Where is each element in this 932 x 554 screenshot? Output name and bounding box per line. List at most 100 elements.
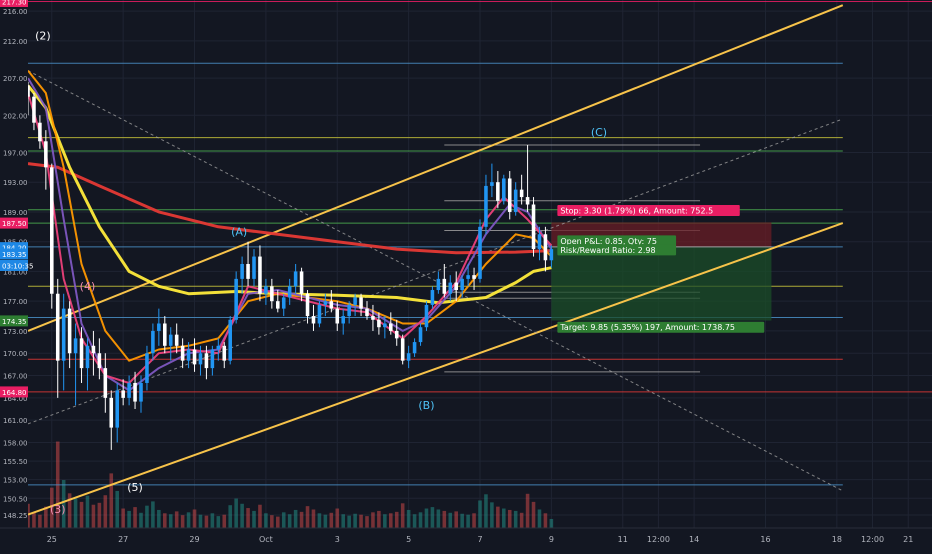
volume-bar <box>204 515 209 528</box>
candle-body <box>525 197 530 205</box>
volume-bar <box>97 502 102 528</box>
time-tick-label: 11 <box>618 535 628 544</box>
candle-body <box>293 271 298 287</box>
price-tick-label: 202.00 <box>3 112 28 120</box>
price-tag-label: 03:10:35 <box>2 262 33 270</box>
price-tick-label: 189.00 <box>3 209 28 217</box>
volume-bar <box>151 501 155 528</box>
time-tick-label: 9 <box>549 535 554 544</box>
volume-bar <box>406 509 411 528</box>
position-label-bg <box>557 321 765 333</box>
candle-body <box>38 122 42 142</box>
candle-body <box>73 338 78 354</box>
wave-label: (2) <box>35 29 51 42</box>
candle-body <box>365 308 369 317</box>
volume-bar <box>311 509 316 528</box>
candle-body <box>44 141 48 168</box>
wave-label: (5) <box>127 481 143 494</box>
volume-bar <box>323 514 328 528</box>
time-tick-label: 25 <box>47 535 57 544</box>
volume-bar <box>186 512 191 528</box>
dashed-trend-line <box>27 118 843 425</box>
price-tag <box>0 315 28 327</box>
volume-bar <box>252 510 256 528</box>
candle-body <box>460 278 464 291</box>
volume-bar <box>234 498 238 528</box>
volume-bar <box>305 506 310 528</box>
price-tick-label: 197.00 <box>3 149 28 157</box>
volume-bar <box>537 509 542 528</box>
price-tag <box>0 217 28 229</box>
position-label-bg <box>557 244 677 256</box>
price-tag-label: 174.35 <box>2 318 27 326</box>
position-labels: Stop: 3.30 (1.79%) 66, Amount: 752.5 Open… <box>557 204 765 333</box>
volume-bar <box>430 507 435 528</box>
candle-body <box>299 271 304 294</box>
candle-body <box>531 204 536 250</box>
price-tick-label: 170.00 <box>3 350 28 358</box>
volume-bar <box>192 509 197 528</box>
volume-bar <box>276 516 280 528</box>
candle-body <box>258 256 262 294</box>
candle-body <box>442 278 447 294</box>
time-tick-label: 3 <box>335 535 340 544</box>
volume-bar <box>383 514 387 528</box>
candle-body <box>204 353 209 369</box>
volume-bar <box>472 513 476 528</box>
price-tick-label: 153.00 <box>3 477 28 485</box>
volume-bar <box>222 514 227 528</box>
candle-body <box>270 286 274 302</box>
candle-body <box>246 264 250 279</box>
volume-bar <box>139 512 143 528</box>
candle-body <box>222 345 227 361</box>
price-tick-label: 167.00 <box>3 373 28 381</box>
volume-bar <box>466 514 470 528</box>
position-label-text: Open P&L: 0.85, Qty: 75 <box>560 237 657 246</box>
price-tick-label: 212.00 <box>3 38 28 46</box>
candle-body <box>335 308 340 324</box>
candle-body <box>389 323 393 331</box>
volume-bar <box>293 509 298 528</box>
price-tick-label: 173.00 <box>3 328 28 336</box>
volume-bar <box>246 508 250 528</box>
candle-body <box>424 304 429 328</box>
price-tag <box>0 248 28 260</box>
candle-body <box>281 297 286 309</box>
price-tick-label: 158.00 <box>3 439 28 447</box>
volume-bar <box>299 511 304 528</box>
volume-bar <box>109 473 114 528</box>
candle-body <box>180 345 185 361</box>
volume-bar <box>460 513 464 528</box>
candle-body <box>537 234 542 250</box>
candle-body <box>67 308 72 354</box>
candle-body <box>317 304 322 324</box>
volume-bar <box>329 512 334 528</box>
candle-body <box>252 256 256 279</box>
price-tag-label: 164.80 <box>2 389 27 397</box>
dashed-trend-line <box>27 70 844 492</box>
price-axis[interactable]: 148.25 150.50 153.00 155.50 158.00 161.00 164.… <box>0 0 33 528</box>
price-tick-label: 193.00 <box>3 179 28 187</box>
volume-bar <box>198 514 203 528</box>
candle-body <box>121 390 125 398</box>
volume-bar <box>91 504 96 528</box>
trend-lines[interactable] <box>27 4 844 516</box>
volume-bar <box>484 494 488 528</box>
candle-body <box>519 189 524 198</box>
volume-bar <box>436 509 441 528</box>
volume-bar <box>490 502 494 528</box>
time-axis[interactable]: 25 27 29 Oct 3 5 7 9 11 12:00 14 16 18 12:00 21 <box>0 527 932 550</box>
time-tick-label: 18 <box>832 535 842 544</box>
volume-bar <box>133 507 137 528</box>
volume-bar <box>258 504 262 528</box>
volume-bar <box>442 510 447 528</box>
candle-body <box>55 293 60 361</box>
candle-body <box>192 349 197 365</box>
wave-label: (C) <box>591 126 607 139</box>
volume-bar <box>478 500 482 528</box>
time-tick-label: 12:00 <box>647 535 670 544</box>
